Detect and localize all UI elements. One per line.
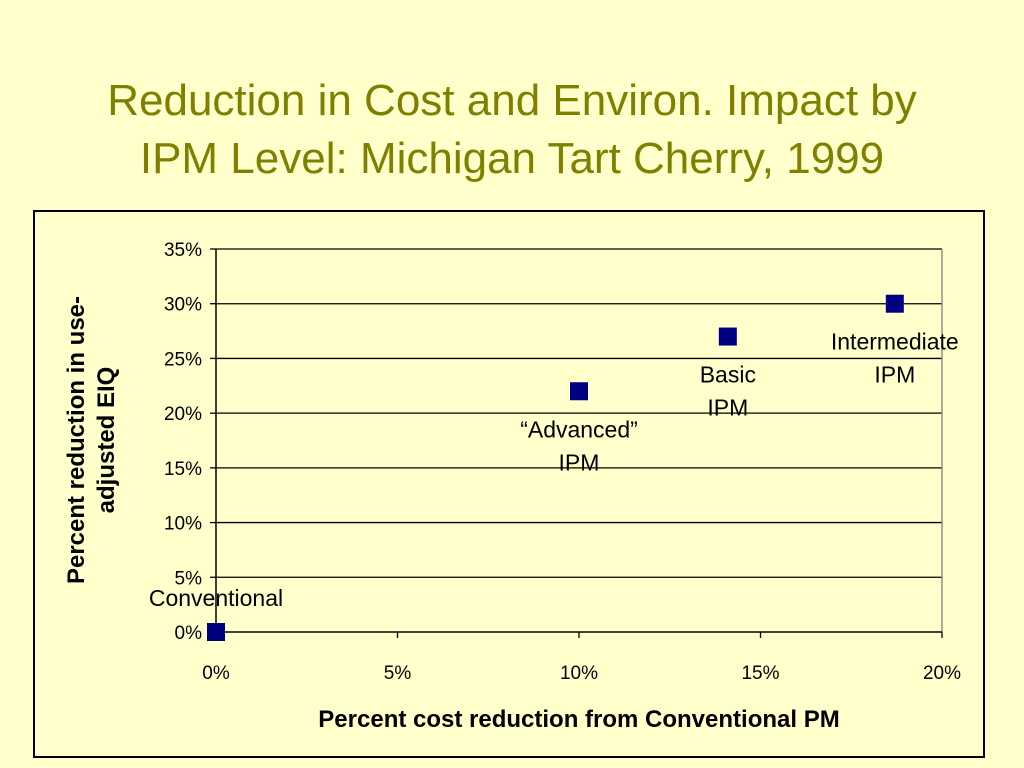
y-tick-label: 5%: [175, 568, 203, 589]
y-tick-label: 15%: [164, 459, 202, 480]
slide-title: Reduction in Cost and Environ. Impact by…: [0, 72, 1024, 188]
x-tick-label: 20%: [923, 663, 961, 684]
x-tick-label: 15%: [741, 663, 779, 684]
y-tick-label: 20%: [164, 404, 202, 425]
axes: [210, 248, 943, 638]
data-point-marker: [718, 327, 737, 346]
data-point-label: Intermediate: [831, 329, 959, 355]
data-point-marker: [207, 623, 225, 641]
x-tick-label: 10%: [560, 663, 598, 684]
y-axis-title-line-2: adjusted EIQ: [93, 367, 120, 514]
data-point-label: IPM: [707, 395, 748, 421]
point-labels: Conventional “Advanced” IPM Basic IPM Interme…: [149, 329, 959, 611]
y-axis-title-line-1: Percent reduction in use-: [63, 296, 90, 584]
y-tick-label: 25%: [164, 349, 202, 370]
data-point-marker: [885, 294, 904, 313]
x-tick-label: 0%: [202, 663, 230, 684]
y-tick-label: 10%: [164, 514, 202, 535]
y-tick-label: 35%: [164, 240, 202, 261]
data-point-label: IPM: [874, 362, 915, 388]
tick-labels: 0% 5% 10% 15% 20% 25% 30% 35% 0% 5% 10% 15% 20%: [164, 240, 961, 684]
data-point-label: IPM: [559, 449, 600, 475]
slide-title-line-1: Reduction in Cost and Environ. Impact by: [107, 76, 917, 125]
chart-frame: [33, 210, 985, 758]
x-axis-title: Percent cost reduction from Conventional…: [318, 706, 839, 733]
data-point-label: Basic: [700, 362, 756, 388]
gridlines: [216, 248, 942, 578]
y-tick-label: 0%: [175, 623, 203, 644]
data-point-label: Conventional: [149, 585, 283, 611]
slide-title-line-2: IPM Level: Michigan Tart Cherry, 1999: [139, 134, 885, 183]
x-tick-label: 5%: [384, 663, 412, 684]
data-point-label: “Advanced”: [520, 416, 638, 442]
data-point-marker: [570, 382, 588, 401]
data-points: [207, 294, 904, 641]
y-tick-label: 30%: [164, 295, 202, 316]
